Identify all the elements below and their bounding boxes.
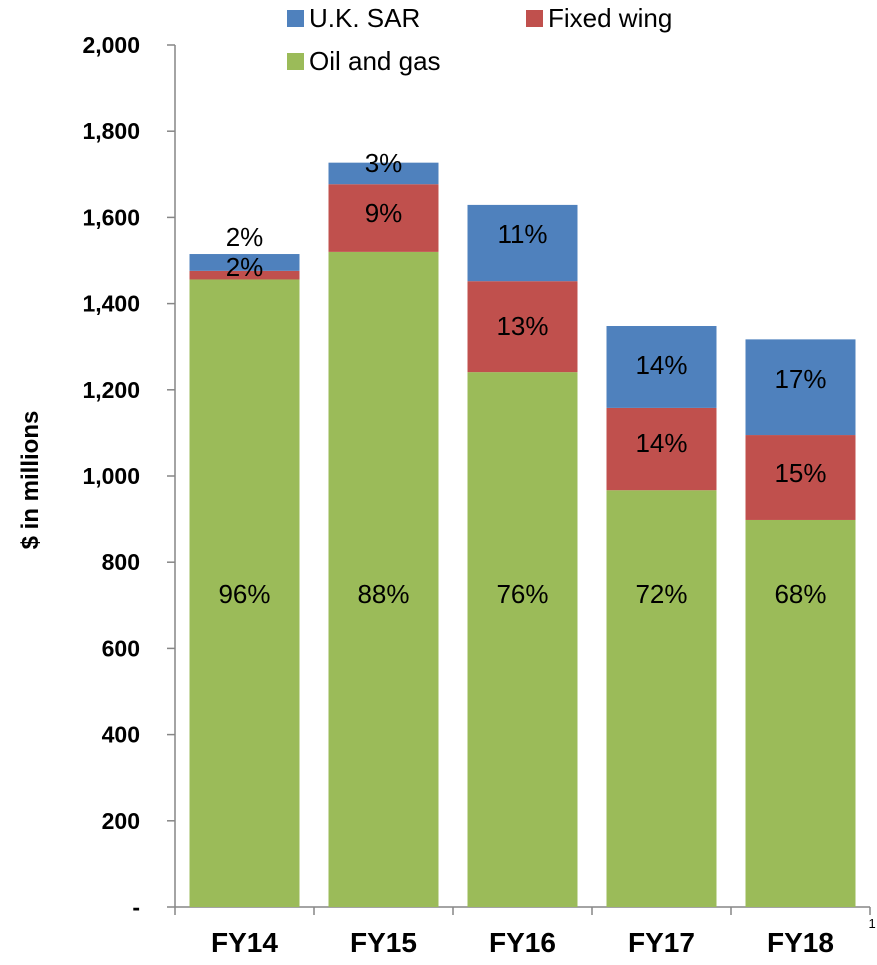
bar-segment xyxy=(189,254,300,271)
legend-swatch xyxy=(287,53,304,70)
bar-segment xyxy=(745,519,856,907)
x-tick-label: FY18 xyxy=(767,927,834,958)
legend: U.K. SAR Fixed wing Oil and gas xyxy=(287,3,672,76)
data-label: 2% xyxy=(226,222,264,252)
data-label: 68% xyxy=(774,579,826,609)
data-label: 3% xyxy=(365,148,403,178)
x-tick-label: FY15 xyxy=(350,927,417,958)
bar-segment xyxy=(467,372,578,907)
bar-segment xyxy=(606,407,717,491)
bar-segment xyxy=(745,339,856,436)
data-label: 15% xyxy=(774,458,826,488)
bar-segment xyxy=(606,490,717,907)
bar-segment xyxy=(745,435,856,520)
footnote-marker: 1 xyxy=(869,916,876,931)
bar-segment xyxy=(189,270,300,280)
legend-label: Fixed wing xyxy=(548,3,672,33)
y-tick-label: 1,200 xyxy=(82,377,140,403)
data-label: 2% xyxy=(226,252,264,282)
data-label: 13% xyxy=(496,311,548,341)
y-tick-label: 1,400 xyxy=(82,291,140,317)
y-tick-label: 800 xyxy=(102,549,140,575)
bar-segment xyxy=(328,251,439,907)
data-label: 11% xyxy=(497,219,547,249)
y-tick-label: 2,000 xyxy=(82,32,140,58)
legend-swatch xyxy=(526,10,543,27)
bar-segment xyxy=(467,204,578,282)
x-tick-label: FY14 xyxy=(211,927,278,958)
bars xyxy=(189,162,856,907)
y-tick-label: 200 xyxy=(102,808,140,834)
data-label: 88% xyxy=(357,579,409,609)
y-tick-label: 1,000 xyxy=(82,463,140,489)
data-label: 14% xyxy=(635,428,687,458)
y-tick-label: 1,800 xyxy=(82,118,140,144)
y-tick-label: 600 xyxy=(102,635,140,661)
data-label: 14% xyxy=(635,350,687,380)
data-label: 96% xyxy=(218,579,270,609)
legend-label: Oil and gas xyxy=(309,46,441,76)
bar-segment xyxy=(328,162,439,185)
bar-segment xyxy=(328,184,439,252)
y-axis-label: $ in millions xyxy=(17,411,44,550)
y-tick-label: 400 xyxy=(102,722,140,748)
segment-labels: 96% 2%2% 88% 9% 3% 76% 13% 11% 72% 14% 14% 68% 15% 17… xyxy=(218,148,826,609)
axes: - 200 400 600 800 1,000 1,200 1,400 1,600 1,800 2,… xyxy=(82,32,875,958)
data-label: 72% xyxy=(635,579,687,609)
data-label: 76% xyxy=(496,579,548,609)
data-label: 17% xyxy=(774,364,826,394)
legend-label: U.K. SAR xyxy=(309,3,420,33)
data-label: 9% xyxy=(365,198,403,228)
bar-segment xyxy=(189,279,300,907)
x-tick-label: FY16 xyxy=(489,927,556,958)
bar-segment xyxy=(467,281,578,373)
legend-swatch xyxy=(287,10,304,27)
bar-segment xyxy=(606,326,717,408)
y-tick-label: 1,600 xyxy=(82,204,140,230)
x-tick-label: FY17 xyxy=(628,927,695,958)
y-tick-label: - xyxy=(132,894,140,920)
